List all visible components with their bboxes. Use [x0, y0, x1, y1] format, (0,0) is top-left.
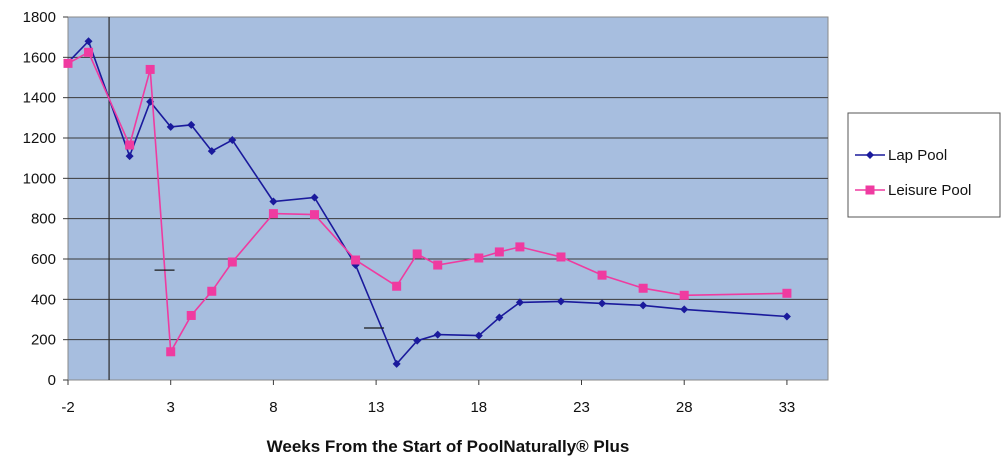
x-tick-label: 3	[167, 399, 175, 416]
data-point	[207, 147, 216, 156]
data-point	[433, 260, 443, 270]
gridlines	[68, 56, 828, 341]
data-point	[495, 313, 504, 322]
data-point	[680, 305, 689, 314]
legend-item: Leisure Pool	[855, 182, 971, 199]
data-point	[782, 312, 791, 321]
x-axis-ticks: -2 3 8 13 18 23 28 33	[61, 380, 795, 416]
y-tick-label: 400	[31, 291, 56, 308]
y-tick-label: 0	[48, 372, 56, 389]
y-tick-label: 1600	[23, 49, 56, 66]
data-point	[598, 299, 607, 308]
x-tick-label: -2	[61, 399, 74, 416]
y-tick-label: 1400	[23, 90, 56, 107]
data-point	[166, 347, 176, 357]
y-axis-ticks: 0 200 400 600 800 1000 1200 1400 1600 1800	[23, 9, 68, 389]
data-point	[84, 47, 94, 57]
data-point	[310, 193, 319, 202]
x-tick-label: 28	[676, 399, 693, 416]
data-point	[392, 281, 402, 291]
data-point	[63, 58, 73, 68]
data-point	[474, 331, 483, 340]
data-point	[638, 283, 648, 293]
y-tick-label: 800	[31, 211, 56, 228]
legend-label: Lap Pool	[888, 147, 947, 164]
legend-items: Lap Pool Leisure Pool	[855, 147, 971, 199]
x-tick-label: 8	[269, 399, 277, 416]
data-point	[125, 152, 134, 161]
legend-marker	[865, 185, 875, 195]
x-tick-label: 18	[470, 399, 487, 416]
y-tick-label: 1000	[23, 170, 56, 187]
x-tick-label: 33	[779, 399, 796, 416]
data-point	[309, 210, 319, 220]
data-point	[84, 37, 93, 46]
data-point	[228, 136, 237, 145]
x-tick-label: 13	[368, 399, 385, 416]
data-point	[413, 336, 422, 345]
series-line	[67, 39, 787, 366]
data-point	[679, 290, 689, 300]
data-point	[392, 359, 401, 368]
data-point	[433, 330, 442, 339]
data-point	[597, 270, 607, 280]
data-point	[145, 64, 155, 74]
data-point	[187, 120, 196, 129]
legend: Lap Pool Leisure Pool	[847, 112, 1001, 218]
plot-area	[67, 16, 829, 381]
data-point	[474, 253, 484, 263]
data-point	[125, 140, 135, 150]
data-point	[351, 255, 361, 265]
series-leisure-pool	[63, 47, 792, 357]
series-group	[63, 37, 792, 368]
y-tick-label: 1200	[23, 130, 56, 147]
data-point	[515, 298, 524, 307]
y-tick-label: 200	[31, 332, 56, 349]
data-point	[639, 301, 648, 310]
legend-label: Leisure Pool	[888, 182, 971, 199]
extra-marks	[154, 269, 385, 329]
legend-marker	[866, 151, 874, 159]
y-tick-label: 600	[31, 251, 56, 268]
series-line	[67, 51, 787, 355]
data-point	[227, 257, 237, 267]
data-point	[494, 247, 504, 257]
data-point	[412, 249, 422, 259]
data-point	[166, 122, 175, 131]
data-point	[269, 197, 278, 206]
data-point	[556, 297, 565, 306]
data-point	[207, 286, 217, 296]
legend-box	[847, 112, 1001, 218]
data-point	[556, 252, 566, 262]
data-point	[186, 310, 196, 320]
data-point	[268, 209, 278, 219]
y-tick-label: 1800	[23, 9, 56, 26]
x-axis-title: Weeks From the Start of PoolNaturally® P…	[267, 437, 630, 456]
data-point	[782, 288, 792, 298]
data-point	[515, 242, 525, 252]
legend-item: Lap Pool	[855, 147, 947, 164]
x-tick-label: 23	[573, 399, 590, 416]
